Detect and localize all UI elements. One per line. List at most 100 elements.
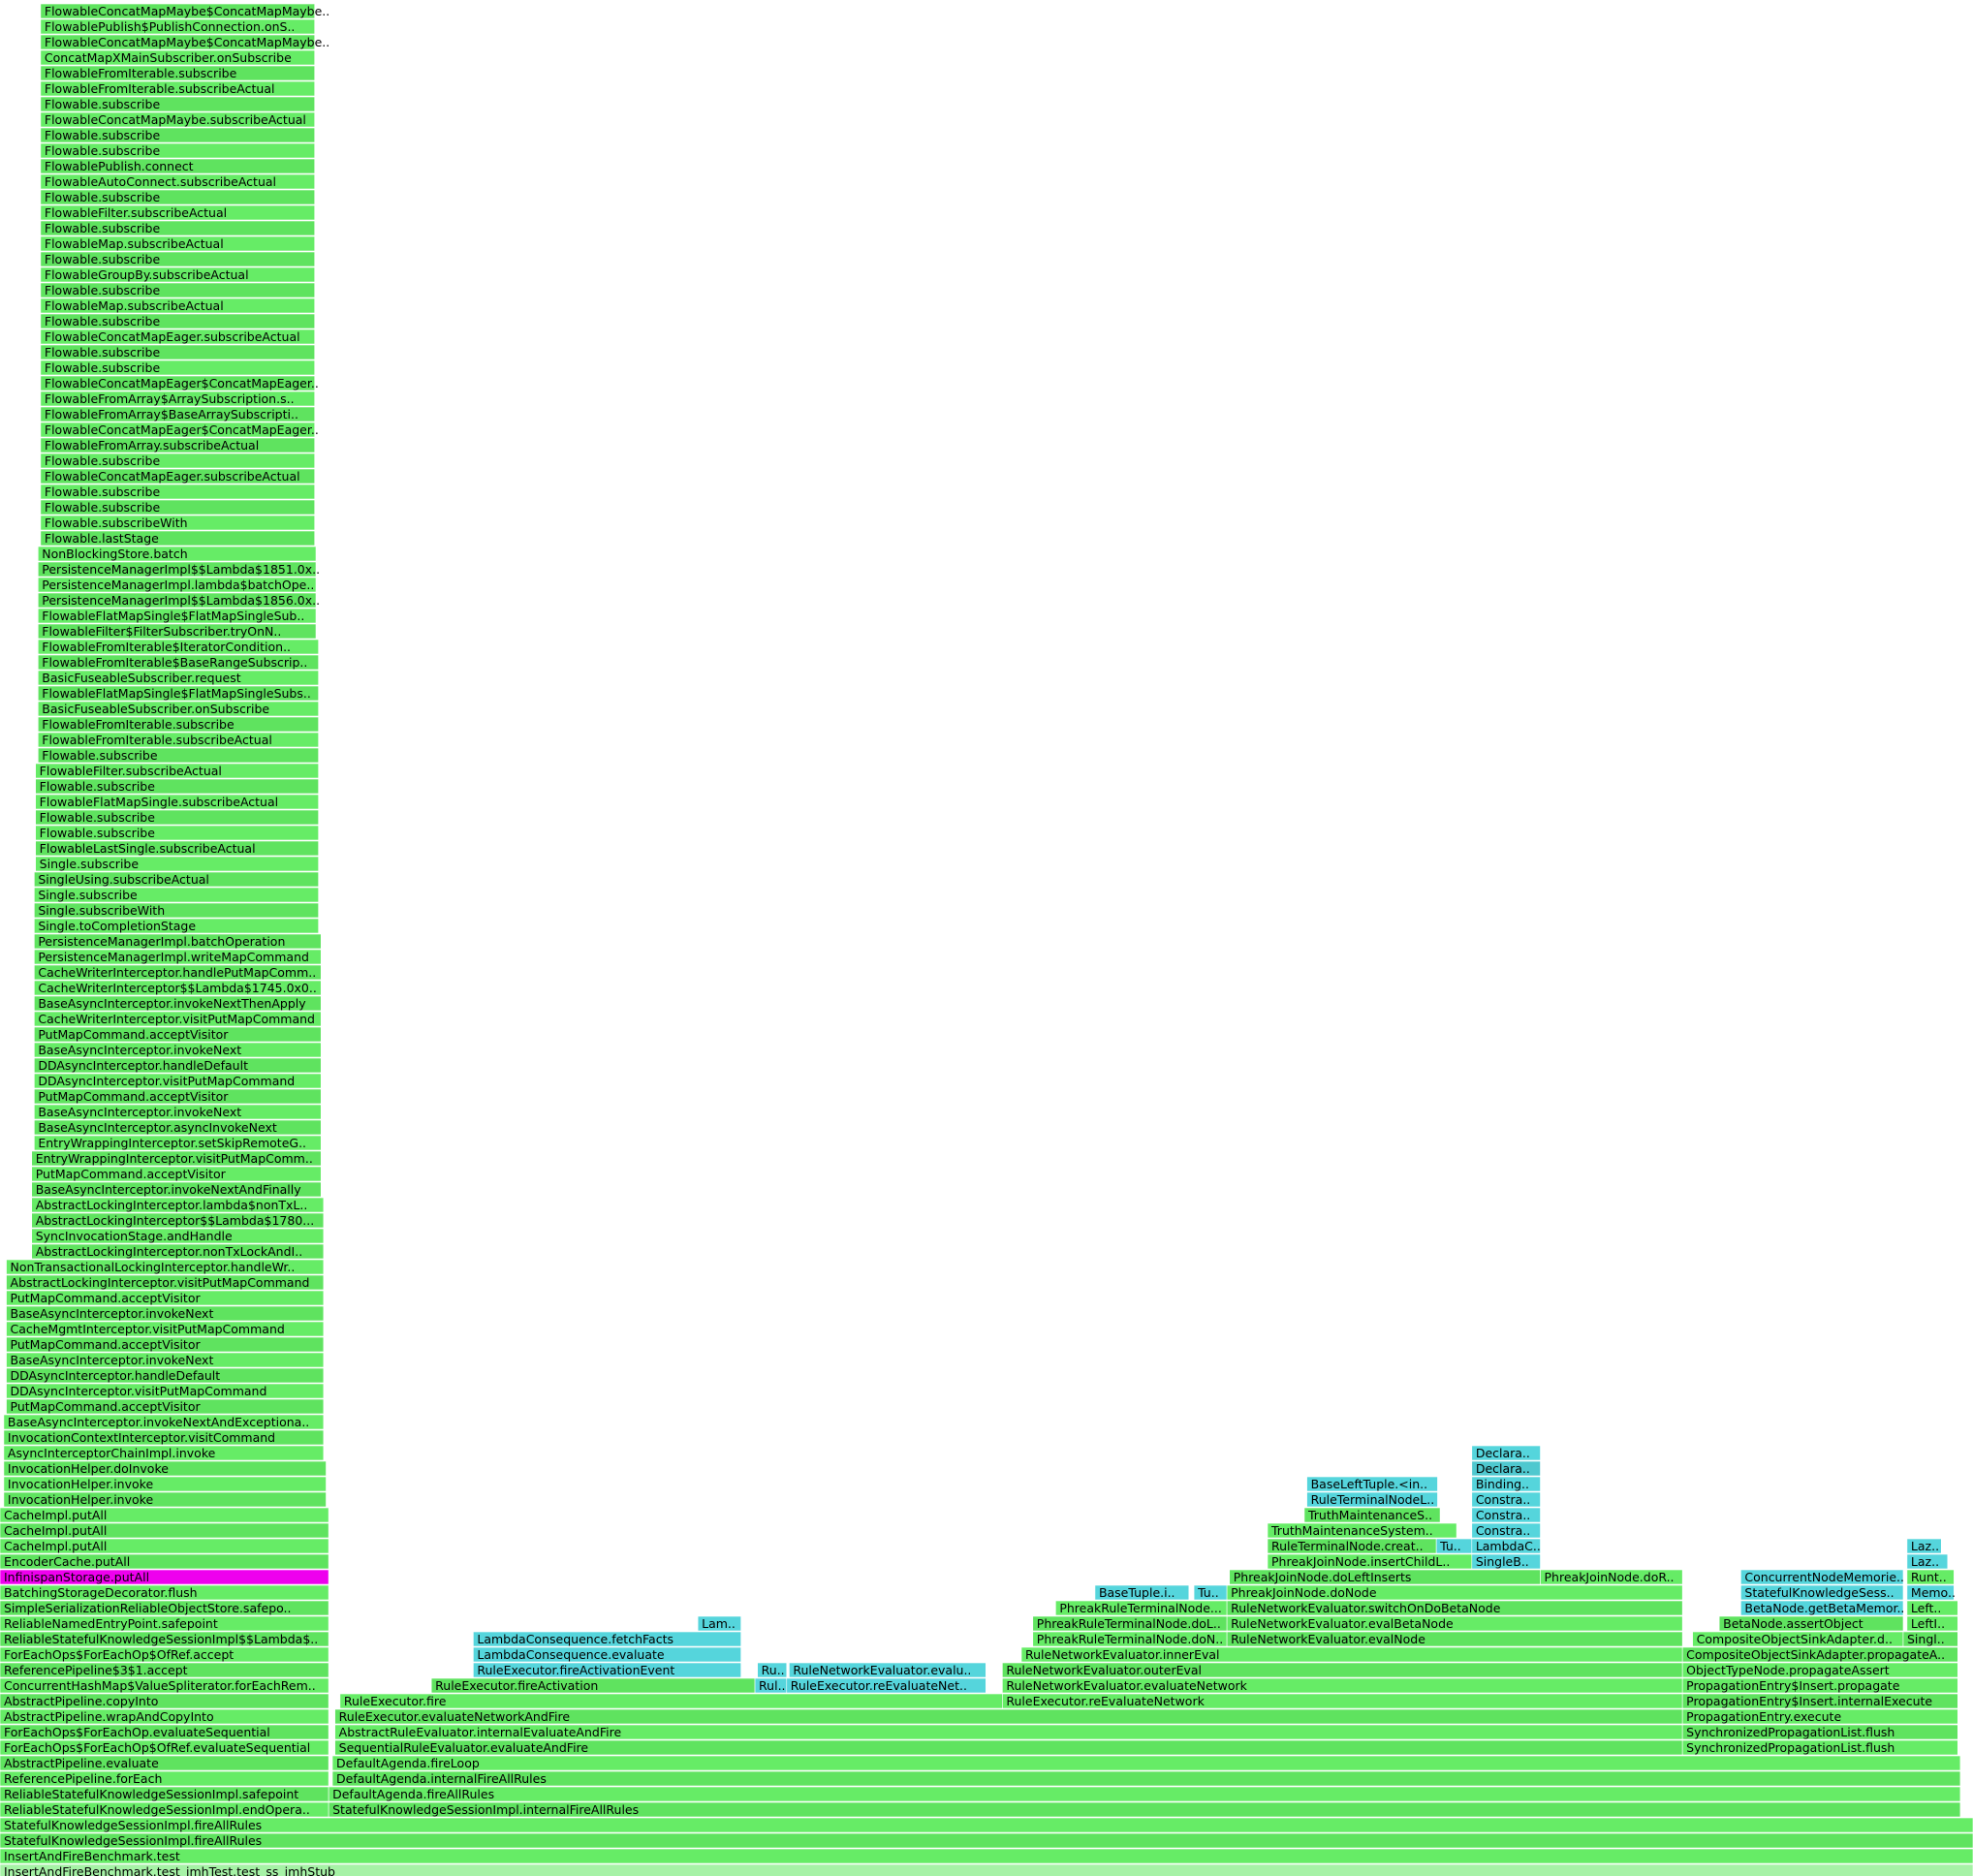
frame[interactable] <box>37 639 319 655</box>
frame[interactable] <box>40 328 316 345</box>
frame[interactable] <box>0 1646 329 1663</box>
frame[interactable] <box>34 1119 322 1136</box>
frame[interactable] <box>37 654 319 671</box>
frame[interactable] <box>1681 1708 1958 1725</box>
frame[interactable] <box>40 391 316 407</box>
frame[interactable] <box>3 1445 325 1461</box>
frame[interactable] <box>34 949 322 965</box>
frame[interactable] <box>0 1801 329 1818</box>
frame[interactable] <box>35 809 319 826</box>
frame[interactable] <box>6 1398 325 1415</box>
frame[interactable] <box>40 65 316 81</box>
frame[interactable] <box>697 1615 741 1632</box>
frame[interactable] <box>37 546 317 562</box>
frame[interactable] <box>3 1476 327 1492</box>
frame[interactable] <box>37 561 317 578</box>
frame[interactable] <box>331 1755 1961 1771</box>
frame[interactable] <box>1002 1662 1683 1678</box>
frame[interactable] <box>1020 1646 1683 1663</box>
frame[interactable] <box>40 375 316 391</box>
frame[interactable] <box>0 1677 329 1694</box>
frame[interactable] <box>1471 1491 1541 1508</box>
frame[interactable] <box>0 1507 329 1523</box>
frame[interactable] <box>40 142 316 159</box>
frame[interactable] <box>757 1662 788 1678</box>
frame[interactable] <box>334 1708 1683 1725</box>
frame[interactable] <box>1906 1569 1955 1585</box>
frame[interactable] <box>37 577 317 593</box>
frame[interactable] <box>1303 1507 1441 1523</box>
frame[interactable] <box>34 1042 322 1058</box>
frame[interactable] <box>37 716 319 733</box>
frame[interactable] <box>35 778 319 795</box>
frame[interactable] <box>35 840 319 857</box>
frame[interactable] <box>1906 1553 1949 1570</box>
frame[interactable] <box>40 80 316 97</box>
frame[interactable] <box>6 1321 325 1337</box>
frame[interactable] <box>37 623 317 640</box>
frame[interactable] <box>1681 1677 1958 1694</box>
frame[interactable] <box>40 189 316 205</box>
frame[interactable] <box>328 1801 1961 1818</box>
frame[interactable] <box>34 887 319 903</box>
frame[interactable] <box>0 1569 329 1585</box>
frame[interactable] <box>1540 1569 1683 1585</box>
frame[interactable] <box>0 1739 329 1756</box>
frame[interactable] <box>31 1197 325 1213</box>
frame[interactable] <box>37 670 319 686</box>
frame[interactable] <box>40 204 316 221</box>
frame[interactable] <box>0 1708 329 1725</box>
frame[interactable] <box>3 1491 327 1508</box>
frame[interactable] <box>40 453 316 469</box>
frame[interactable] <box>0 1693 329 1709</box>
frame[interactable] <box>34 1026 322 1043</box>
frame[interactable] <box>473 1631 741 1647</box>
frame[interactable] <box>1471 1553 1541 1570</box>
frame[interactable] <box>786 1677 986 1694</box>
frame[interactable] <box>1902 1631 1958 1647</box>
frame[interactable] <box>1681 1693 1958 1709</box>
frame[interactable] <box>34 871 319 888</box>
frame[interactable] <box>339 1693 1003 1709</box>
frame[interactable] <box>1094 1584 1190 1601</box>
frame[interactable] <box>331 1770 1961 1787</box>
frame[interactable] <box>40 422 316 438</box>
frame[interactable] <box>40 251 316 267</box>
frame[interactable] <box>40 127 316 143</box>
frame[interactable] <box>1306 1476 1438 1492</box>
frame[interactable] <box>34 1073 322 1089</box>
frame[interactable] <box>473 1646 741 1663</box>
frame[interactable] <box>40 3 316 19</box>
frame[interactable] <box>34 980 322 996</box>
frame[interactable] <box>40 282 316 298</box>
frame[interactable] <box>1740 1569 1904 1585</box>
frame[interactable] <box>34 964 322 981</box>
frame[interactable] <box>40 344 316 360</box>
frame[interactable] <box>34 1104 322 1120</box>
frame[interactable] <box>40 468 316 485</box>
frame[interactable] <box>3 1460 327 1477</box>
frame[interactable] <box>1718 1615 1904 1632</box>
frame[interactable] <box>34 902 319 919</box>
frame[interactable] <box>1471 1522 1541 1539</box>
frame[interactable] <box>35 856 319 872</box>
frame[interactable] <box>34 1011 322 1027</box>
frame[interactable] <box>0 1770 329 1787</box>
frame[interactable] <box>430 1677 756 1694</box>
frame[interactable] <box>1055 1600 1228 1616</box>
frame[interactable] <box>40 96 316 112</box>
frame[interactable] <box>31 1181 322 1198</box>
frame[interactable] <box>40 530 316 547</box>
frame[interactable] <box>0 1786 329 1802</box>
frame[interactable] <box>1032 1631 1228 1647</box>
frame[interactable] <box>31 1212 325 1229</box>
frame[interactable] <box>1740 1584 1904 1601</box>
frame[interactable] <box>1226 1584 1683 1601</box>
frame[interactable] <box>31 1150 322 1167</box>
frame[interactable] <box>1740 1600 1904 1616</box>
frame[interactable] <box>473 1662 741 1678</box>
frame[interactable] <box>1906 1538 1942 1554</box>
frame[interactable] <box>40 360 316 376</box>
frame[interactable] <box>40 49 316 66</box>
frame[interactable] <box>1681 1646 1958 1663</box>
